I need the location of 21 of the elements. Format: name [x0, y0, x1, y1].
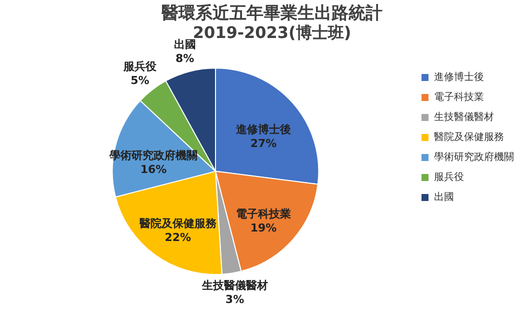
data-label: 19% — [250, 221, 277, 234]
legend-label: 服兵役 — [434, 171, 464, 184]
slice-label: 生技醫儀醫材 — [200, 278, 268, 292]
legend-label: 出國 — [434, 191, 454, 204]
data-label: 8% — [176, 52, 194, 65]
slice-label: 醫院及保健服務 — [139, 216, 218, 230]
data-label: 16% — [140, 163, 167, 176]
legend-label: 電子科技業 — [434, 91, 484, 104]
legend-label: 生技醫儀醫材 — [434, 111, 494, 124]
data-label: 22% — [164, 230, 192, 244]
data-label: 3% — [225, 292, 244, 306]
slice-label: 出國 — [174, 38, 196, 51]
slice-label: 進修博士後 — [234, 122, 291, 136]
legend-label: 醫院及保健服務 — [434, 131, 504, 144]
data-label: 27% — [250, 136, 277, 150]
legend-label: 進修博士後 — [434, 71, 484, 84]
slice-label: 服兵役 — [122, 60, 158, 73]
legend-label: 學術研究政府機關 — [434, 151, 514, 164]
data-label: 5% — [130, 74, 150, 87]
chart-title: 醫環系近五年畢業生出路統計 — [162, 4, 382, 24]
slice-label: 電子科技業 — [236, 207, 291, 220]
